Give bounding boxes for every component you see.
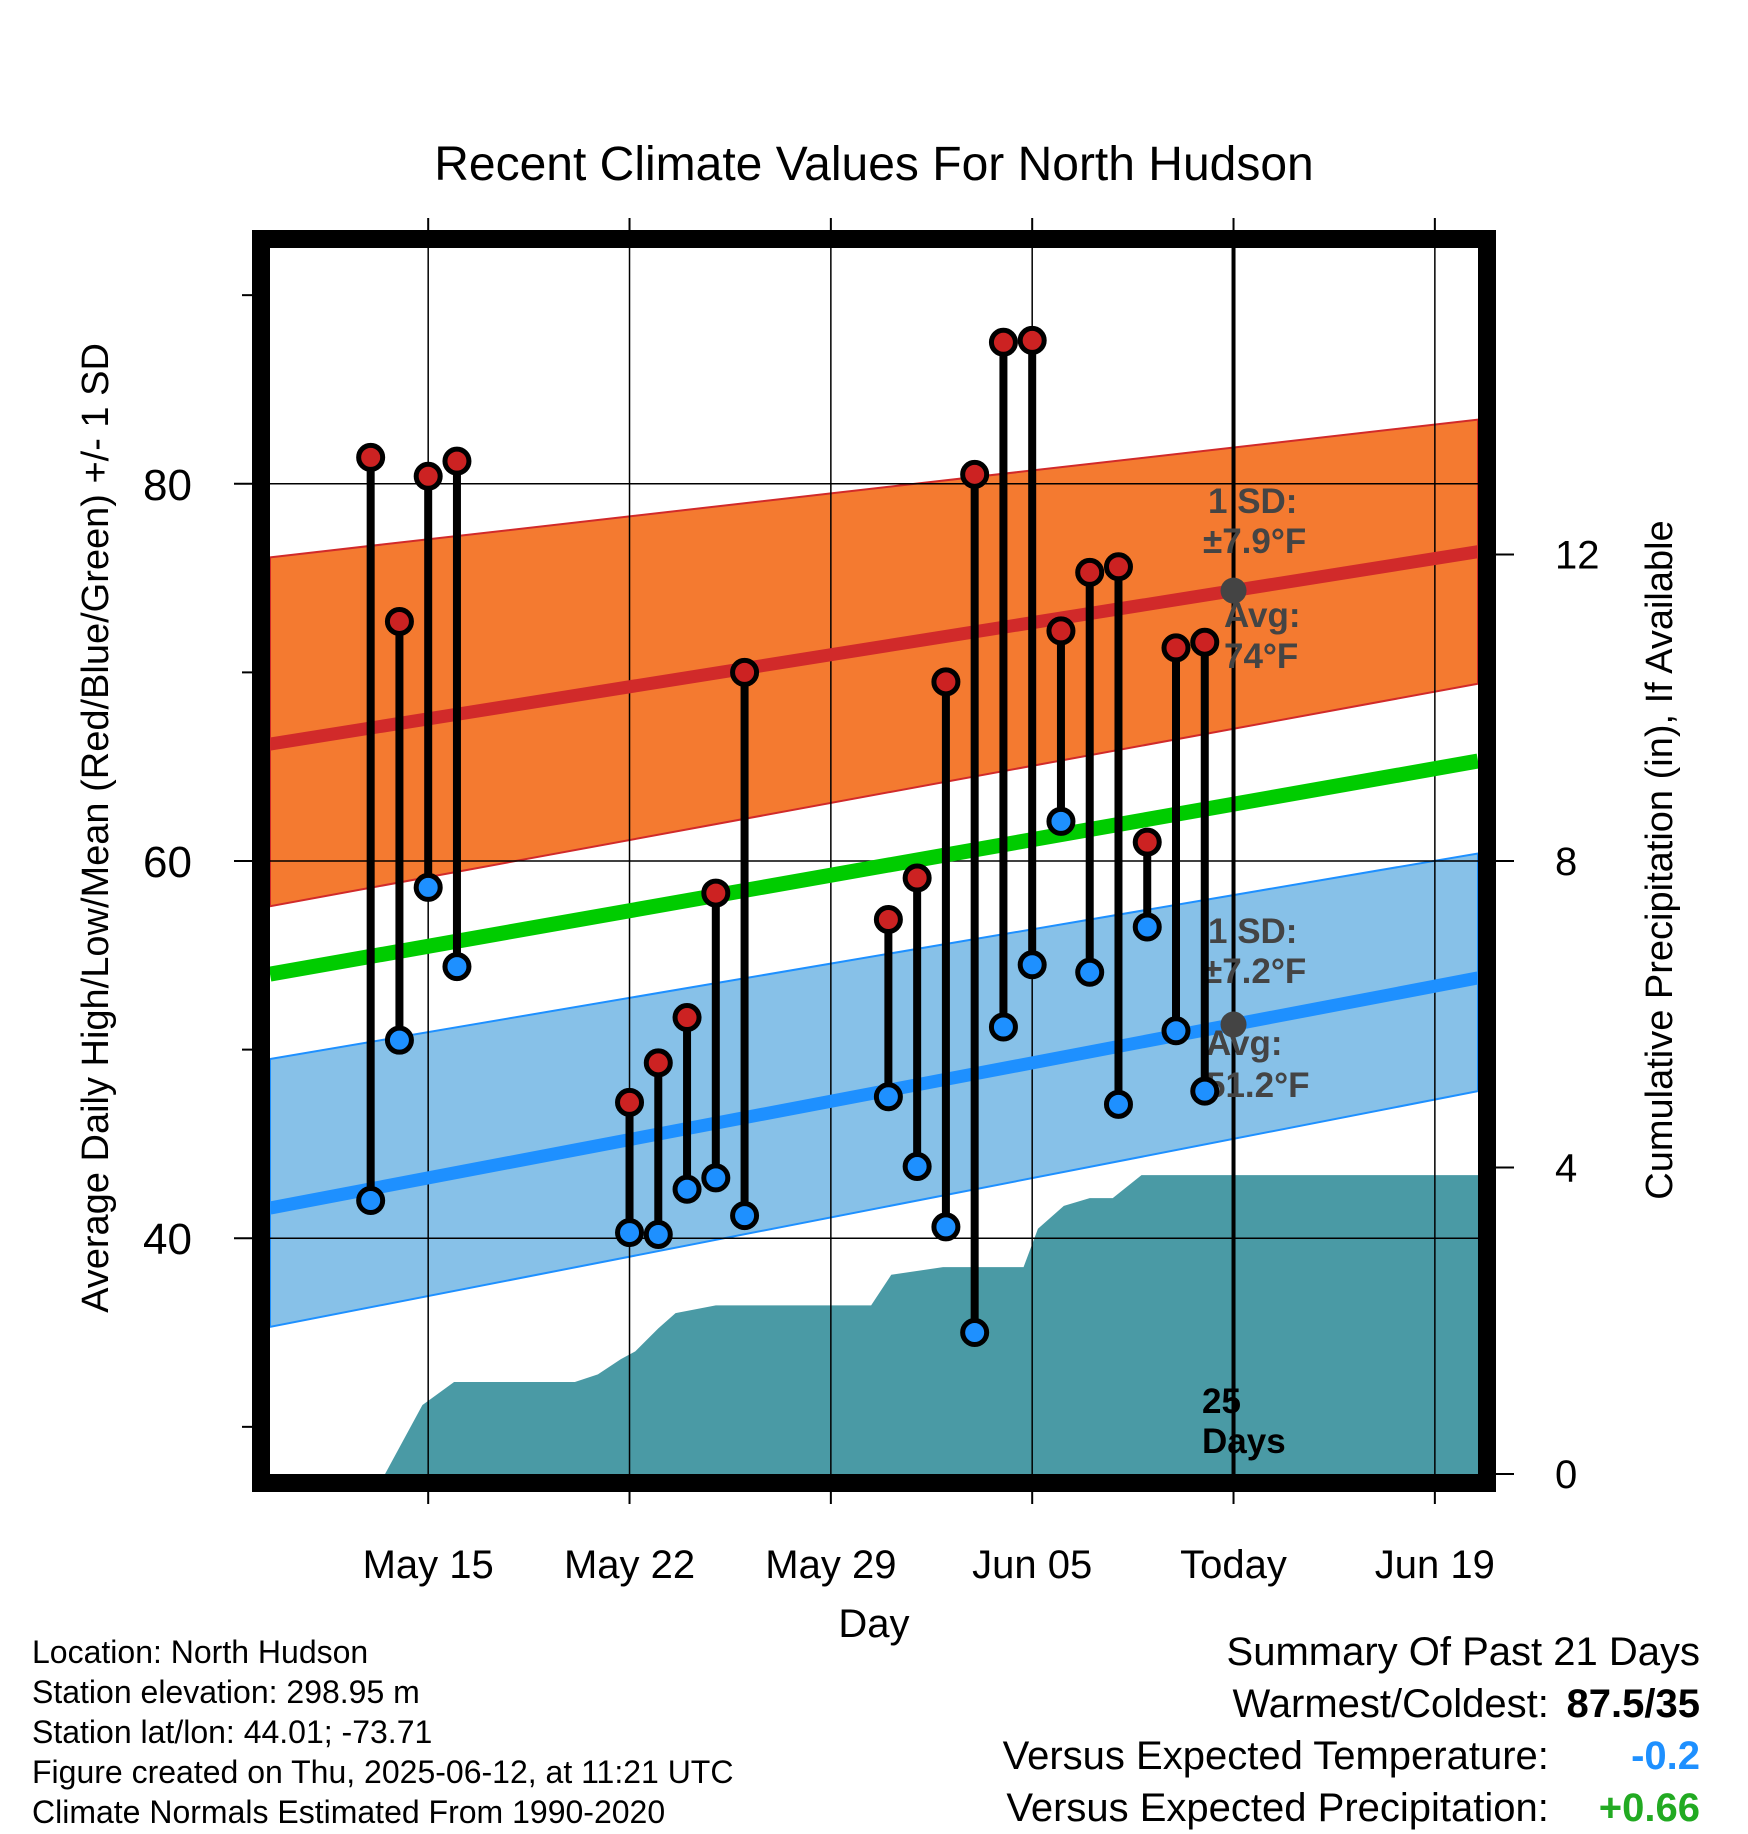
warmest-coldest-value: 87.5/35 [1566,1682,1700,1726]
normals-text: Climate Normals Estimated From 1990-2020 [32,1794,666,1830]
x-tick-label: Jun 05 [972,1543,1092,1587]
low-point [1075,957,1105,987]
y-tick-label-left: 60 [143,838,192,887]
high-point [988,327,1018,357]
low-point [1190,1076,1220,1106]
plot-frame [252,230,1496,1492]
temp-departure-label: Versus Expected Temperature: [1002,1734,1549,1778]
low-point [988,1012,1018,1042]
low-point [1046,806,1076,836]
high-point [1190,627,1220,657]
low-sd-label: 1 SD: [1208,912,1297,951]
y-axis-label-right: Cumulative Precipitation (in), If Availa… [1639,520,1681,1199]
high-normal-line [270,545,1478,751]
low-point [1103,1089,1133,1119]
summary-temperature: Versus Expected Temperature: -0.2 [1003,1730,1700,1782]
summary-warmest-coldest: Warmest/Coldest: 87.5/35 [1003,1678,1701,1730]
warmest-coldest-label: Warmest/Coldest: [1232,1682,1549,1726]
x-tick-label: May 15 [363,1543,494,1587]
low-point [643,1219,673,1249]
low-sd-value: ±7.2°F [1203,952,1306,991]
days-number: 25 [1202,1382,1241,1421]
y-tick-label-left: 40 [143,1215,192,1264]
low-avg-label: Avg: [1206,1024,1282,1063]
high-avg-marker [1220,577,1247,604]
x-tick-label: May 22 [564,1543,695,1587]
temp-departure-value: -0.2 [1631,1734,1700,1778]
precip-area [385,1175,1478,1474]
high-point [701,878,731,908]
high-point [960,459,990,489]
high-point [931,667,961,697]
low-point [960,1318,990,1348]
high-point [615,1087,645,1117]
high-point [643,1048,673,1078]
elevation-text: Station elevation: 298.95 m [32,1674,420,1710]
station-info: Location: North Hudson Station elevation… [32,1632,733,1832]
x-axis-label: Day [838,1602,909,1646]
latlon-text: Station lat/lon: 44.01; -73.71 [32,1714,433,1750]
low-point [413,872,443,902]
high-point [1075,557,1105,587]
low-normal-line [270,971,1478,1215]
low-point [931,1212,961,1242]
y-tick-label-right: 12 [1555,534,1600,578]
summary-title: Summary Of Past 21 Days [1226,1630,1700,1674]
low-point [902,1152,932,1182]
low-point [730,1201,760,1231]
created-text: Figure created on Thu, 2025-06-12, at 11… [32,1754,734,1790]
low-point [1132,912,1162,942]
high-avg-value: 74°F [1224,637,1298,676]
high-point [413,461,443,491]
low-avg-marker [1220,1011,1247,1038]
x-tick-label: Today [1180,1543,1287,1587]
low-point [615,1218,645,1248]
y-tick-label-right: 4 [1555,1147,1577,1191]
mean-normal-line [270,753,1478,982]
high-point [1132,827,1162,857]
summary-precipitation: Versus Expected Precipitation: +0.66 [1003,1782,1700,1834]
high-point [1103,552,1133,582]
low-point [672,1174,702,1204]
days-word: Days [1202,1422,1286,1461]
low-point [1017,950,1047,980]
x-tick-label: May 29 [765,1543,896,1587]
high-point [873,904,903,934]
low-point [384,1025,414,1055]
high-point [384,606,414,636]
location-text: Location: North Hudson [32,1634,369,1670]
low-avg-value: 51.2°F [1206,1066,1310,1105]
high-avg-label: Avg: [1224,596,1300,635]
precip-departure-value: +0.66 [1598,1786,1700,1830]
high-sd-value: ±7.9°F [1203,522,1306,561]
high-point [1161,633,1191,663]
low-point [701,1163,731,1193]
low-point [1161,1016,1191,1046]
high-point [672,1003,702,1033]
y-tick-label-right: 0 [1555,1453,1577,1497]
high-sd-band [270,418,1478,908]
high-point [442,446,472,476]
low-point [442,952,472,982]
y-axis-label-left: Average Daily High/Low/Mean (Red/Blue/Gr… [75,343,117,1313]
low-point [356,1186,386,1216]
high-point [730,657,760,687]
low-point [873,1082,903,1112]
high-sd-label: 1 SD: [1208,482,1297,521]
high-point [1017,325,1047,355]
summary-panel: Summary Of Past 21 Days Warmest/Coldest:… [1003,1626,1700,1834]
high-point [902,863,932,893]
high-point [1046,616,1076,646]
precip-departure-label: Versus Expected Precipitation: [1006,1786,1549,1830]
high-point [356,442,386,472]
chart-title: Recent Climate Values For North Hudson [434,138,1314,191]
y-tick-label-left: 80 [143,461,192,510]
y-tick-label-right: 8 [1555,840,1577,884]
x-tick-label: Jun 19 [1375,1543,1495,1587]
